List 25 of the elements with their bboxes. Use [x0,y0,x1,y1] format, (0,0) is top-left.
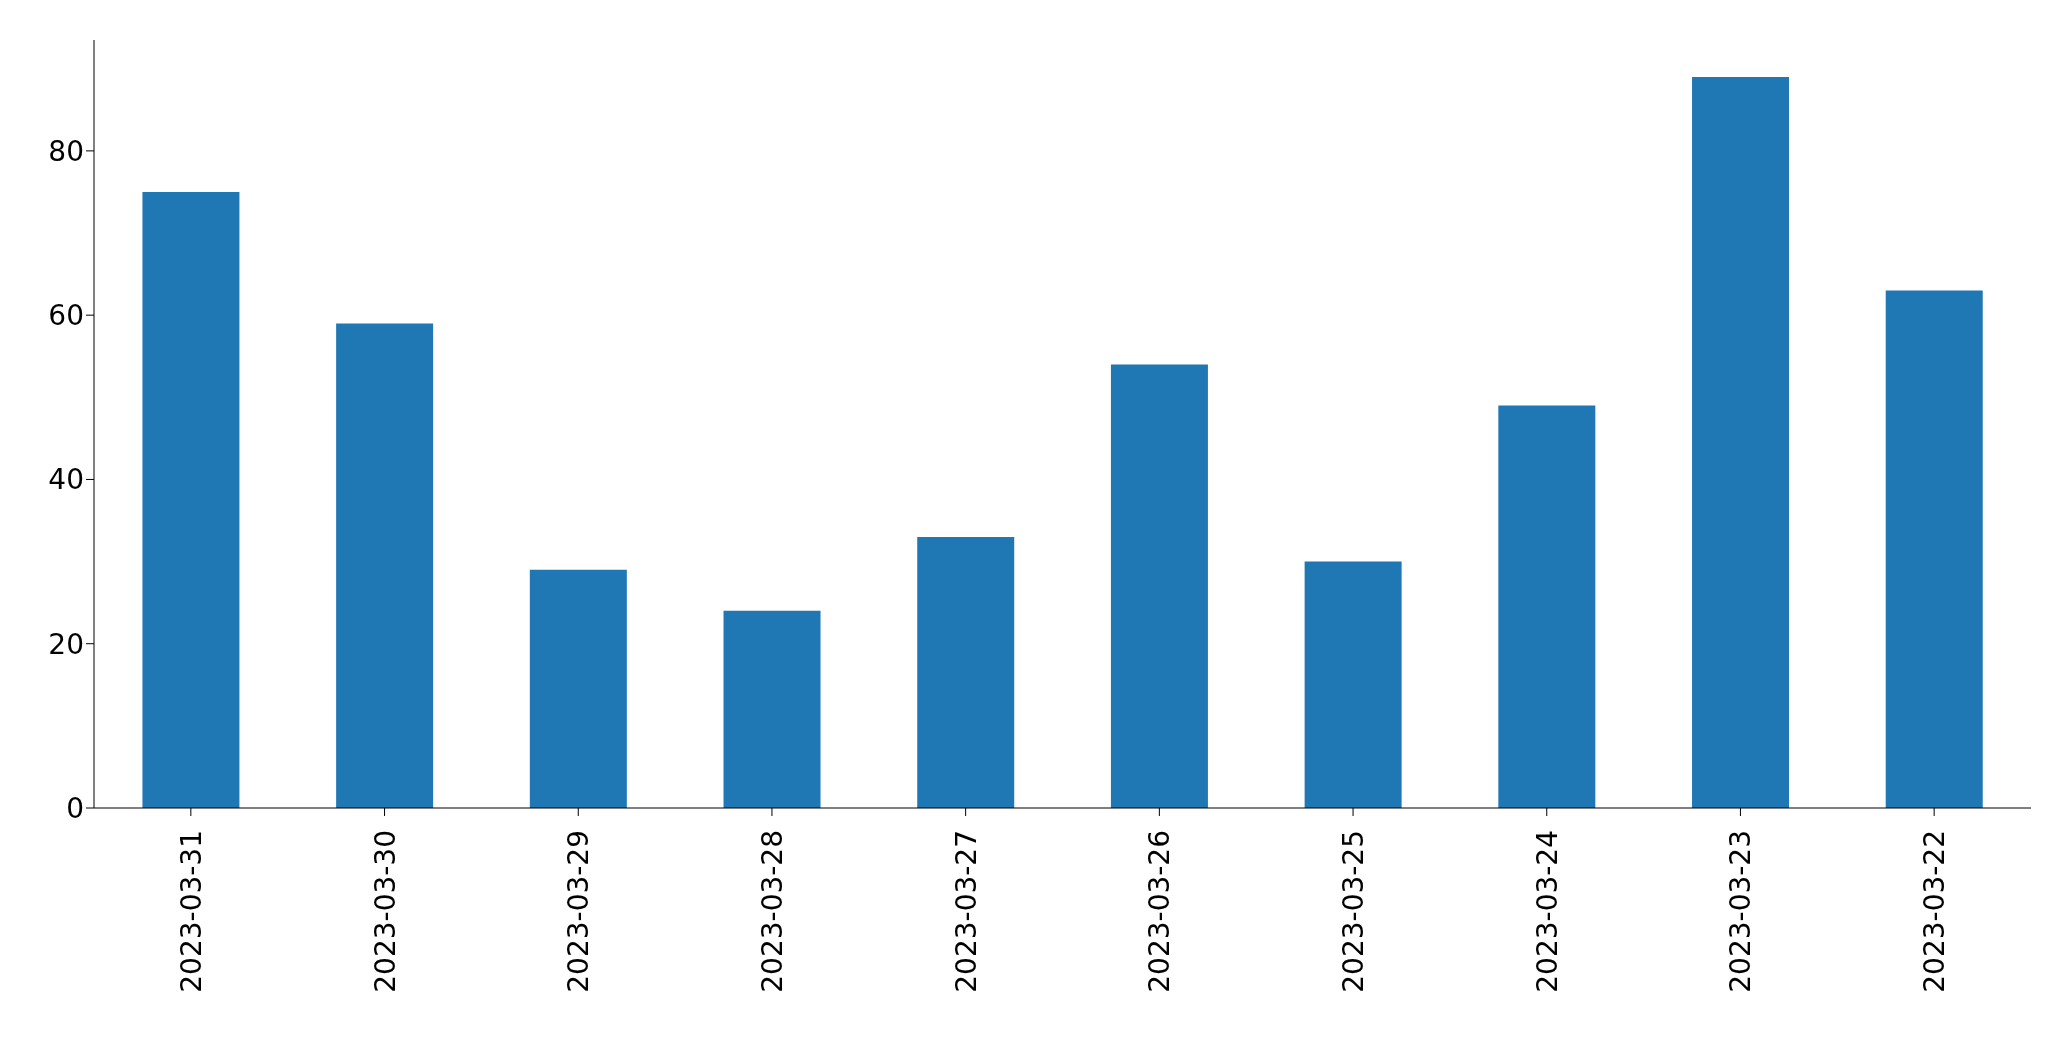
bar [723,610,821,808]
y-tick-label: 80 [48,134,84,168]
bar [1304,561,1402,808]
bar [1692,76,1790,808]
y-tick-label: 60 [48,299,84,333]
bar [1885,290,1983,808]
x-tick-label: 2023-03-25 [1337,830,1371,993]
bar [917,536,1015,808]
bar [1498,405,1596,808]
x-tick-label: 2023-03-22 [1918,830,1952,993]
bar [142,191,240,808]
x-tick-label: 2023-03-23 [1724,830,1758,993]
x-tick-label: 2023-03-28 [755,830,789,993]
x-tick-label: 2023-03-27 [949,830,983,993]
x-tick-label: 2023-03-29 [562,830,596,993]
bar [1110,364,1208,808]
bar [529,569,627,808]
y-tick-label: 20 [48,627,84,661]
x-tick-label: 2023-03-30 [368,830,402,993]
y-tick-label: 0 [66,791,84,825]
y-tick-label: 40 [48,463,84,497]
x-tick-label: 2023-03-26 [1143,830,1177,993]
x-tick-label: 2023-03-24 [1530,830,1564,993]
x-tick-label: 2023-03-31 [174,830,208,993]
bar [336,323,434,808]
